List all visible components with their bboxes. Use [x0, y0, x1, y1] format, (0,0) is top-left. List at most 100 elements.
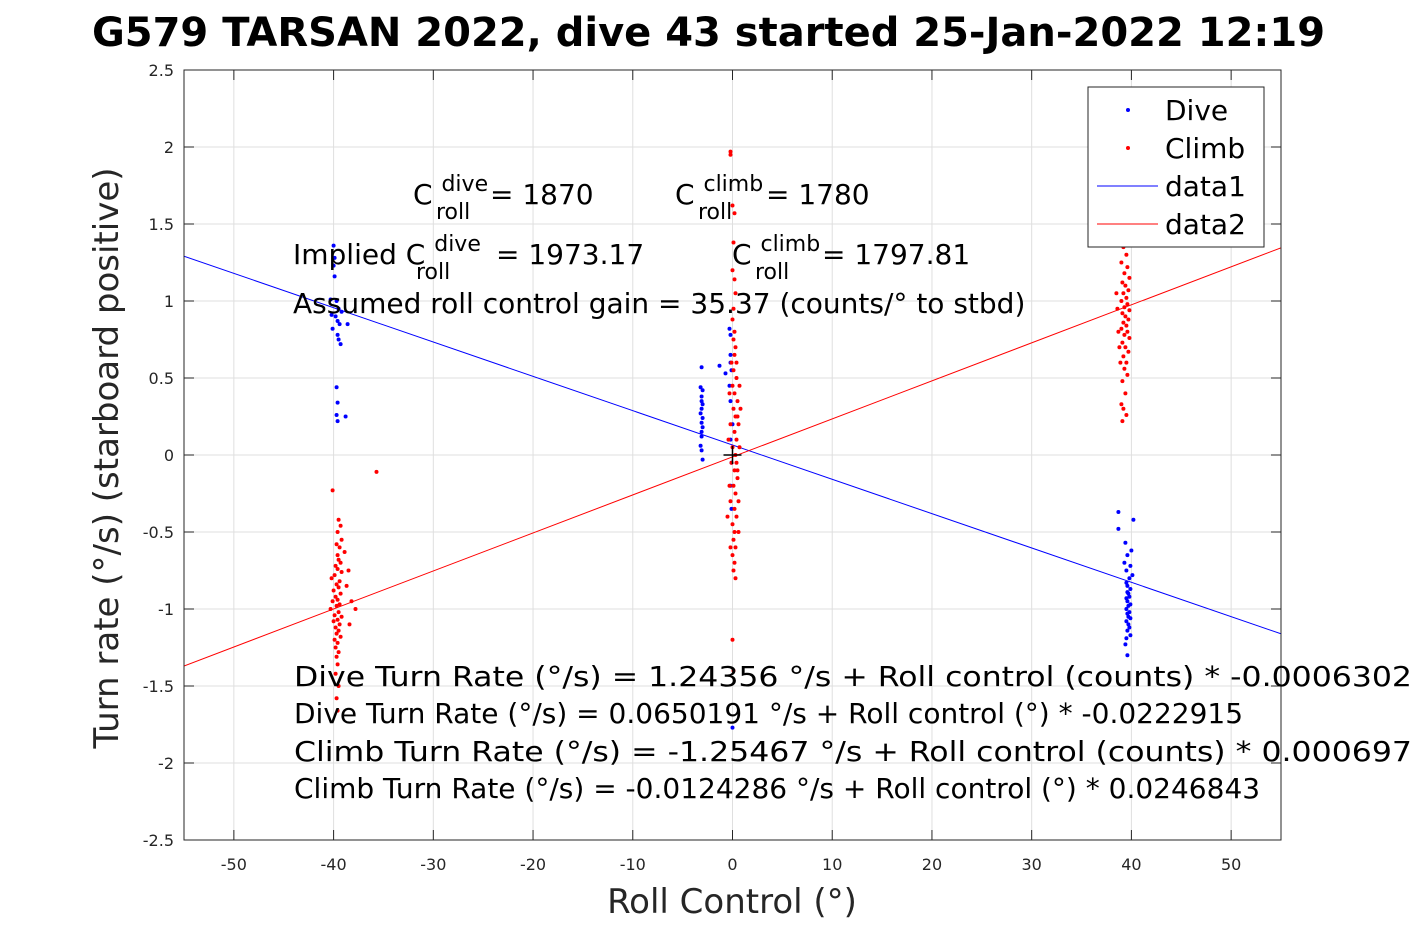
data-point-climb: [335, 640, 340, 645]
data-point-climb: [338, 591, 343, 596]
data-point-climb: [734, 460, 739, 465]
data-point-climb: [728, 545, 733, 550]
data-point-climb: [1124, 413, 1129, 417]
data-point-dive: [334, 299, 339, 303]
x-tick-label: -30: [420, 855, 446, 874]
data-point-dive: [699, 429, 704, 434]
annotation-c-climb: C climb roll = 1780: [675, 165, 870, 226]
series-line-data1: [184, 255, 1281, 635]
data-point-climb: [333, 594, 338, 599]
data-point-dive: [1124, 619, 1129, 624]
data-point-climb: [374, 469, 379, 474]
data-point-dive: [1126, 622, 1131, 627]
data-point-dive: [700, 457, 705, 462]
data-point-climb: [353, 607, 358, 611]
data-point-climb: [735, 399, 740, 404]
data-point-climb: [730, 522, 735, 527]
data-point-dive: [698, 385, 703, 390]
data-point-climb: [730, 317, 735, 322]
data-point-climb: [334, 603, 339, 608]
legend-box: [1087, 86, 1265, 248]
data-point-climb: [1120, 379, 1125, 384]
legend-marker-dive: [1126, 108, 1130, 112]
data-point-climb: [735, 476, 740, 481]
data-point-dive: [329, 312, 334, 317]
data-point-climb: [1126, 349, 1131, 354]
annotation-eq2: Dive Turn Rate (°/s) = 0.0650191 °/s + R…: [294, 697, 1243, 730]
data-point-dive: [1125, 553, 1130, 558]
annotation-implied-climb-value: = 1797.81: [822, 238, 970, 271]
x-tick-label: 20: [922, 855, 942, 874]
data-point-dive: [728, 352, 733, 357]
data-point-dive: [333, 314, 338, 319]
data-point-climb: [1126, 288, 1131, 293]
data-point-dive: [730, 725, 735, 730]
data-point-climb: [334, 696, 339, 701]
data-point-climb: [333, 625, 338, 630]
data-point-climb: [732, 352, 737, 357]
y-tick-label: 2: [164, 138, 174, 157]
data-point-dive: [700, 388, 705, 393]
x-tick-label: 40: [1121, 855, 1141, 874]
data-point-dive: [345, 322, 350, 327]
data-point-dive: [700, 416, 705, 420]
data-point-climb: [732, 391, 737, 396]
annotation-c-climb-value: = 1780: [766, 178, 870, 211]
data-point-dive: [698, 443, 703, 448]
data-point-climb: [732, 506, 737, 511]
data-point-dive: [1129, 548, 1134, 553]
data-point-climb: [737, 445, 742, 450]
data-point-climb: [730, 203, 735, 208]
data-point-dive: [339, 309, 344, 314]
data-point-climb: [1127, 336, 1132, 340]
annotation-implied-dive-prefix: Implied C: [293, 238, 425, 271]
x-axis-label: Roll Control (°): [607, 882, 857, 922]
plot-frame: [183, 69, 1282, 841]
data-point-climb: [1124, 295, 1129, 300]
data-point-dive: [334, 385, 339, 390]
data-point-climb: [728, 422, 733, 427]
data-point-climb: [732, 329, 737, 334]
data-point-climb: [728, 499, 733, 504]
legend-label-data2: data2: [1165, 208, 1246, 241]
x-tick-label: -40: [321, 855, 347, 874]
data-point-climb: [1125, 265, 1130, 270]
legend-label-data1: data1: [1165, 170, 1246, 203]
data-point-climb: [1127, 275, 1132, 280]
data-point-climb: [1124, 360, 1129, 365]
y-tick-label: -1: [158, 600, 174, 619]
data-point-dive: [1127, 576, 1132, 581]
data-point-climb: [731, 568, 736, 573]
legend-marker-climb: [1126, 146, 1130, 150]
data-point-dive: [1128, 633, 1133, 638]
data-point-climb: [332, 573, 337, 578]
annotation-implied-dive-sub: roll: [416, 260, 450, 285]
annotation-c-dive-sup: dive: [441, 172, 488, 197]
data-point-climb: [338, 560, 343, 565]
x-tick-label: -50: [221, 855, 247, 874]
data-point-climb: [733, 291, 738, 296]
data-point-climb: [1123, 283, 1128, 288]
data-point-dive: [729, 506, 734, 511]
data-point-dive: [337, 322, 342, 327]
data-point-climb: [335, 553, 340, 558]
data-point-climb: [733, 545, 738, 550]
x-tick-label: -10: [620, 855, 646, 874]
data-point-climb: [734, 360, 739, 365]
data-point-climb: [1122, 332, 1127, 337]
data-point-dive: [1125, 599, 1130, 604]
data-point-dive: [336, 306, 341, 311]
data-point-dive: [1125, 611, 1130, 616]
data-point-dive: [699, 448, 704, 453]
data-point-dive: [1128, 616, 1133, 621]
data-point-climb: [1123, 314, 1128, 319]
data-point-climb: [337, 622, 342, 627]
annotation-implied-dive: Implied C dive roll = 1973.17: [293, 225, 644, 286]
data-point-climb: [1119, 402, 1124, 407]
data-point-climb: [1125, 329, 1130, 334]
data-point-dive: [1124, 580, 1129, 585]
data-point-dive: [700, 425, 705, 430]
data-point-dive: [332, 255, 337, 260]
data-point-dive: [699, 399, 704, 404]
data-point-dive: [1124, 607, 1129, 611]
